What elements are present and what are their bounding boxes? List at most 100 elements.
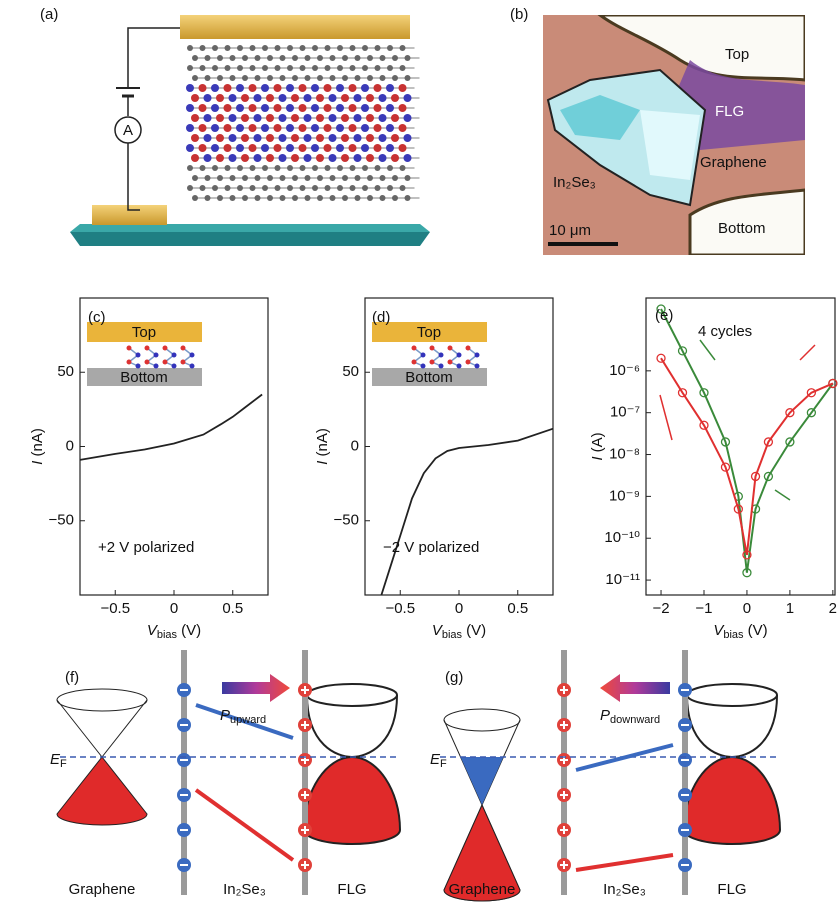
atom	[325, 65, 331, 71]
y-tick-label: 10⁻⁶	[609, 362, 640, 379]
x-tick-label: 2	[829, 600, 837, 617]
atom	[349, 84, 357, 92]
inset-label: Bottom	[405, 369, 453, 386]
atom	[379, 154, 387, 162]
atom	[392, 75, 398, 81]
atom	[275, 45, 281, 51]
atom	[362, 185, 368, 191]
atom	[337, 185, 343, 191]
atom	[250, 45, 256, 51]
polarization-arrow	[600, 674, 670, 702]
atom	[312, 65, 318, 71]
atom	[287, 45, 293, 51]
cone-rim	[444, 709, 520, 731]
substrate-top	[70, 224, 430, 232]
atom	[250, 165, 256, 171]
atom	[317, 175, 323, 181]
fermi-label: EF	[50, 751, 67, 770]
inset-atom	[163, 346, 168, 351]
atom	[211, 104, 219, 112]
valence-edge	[576, 855, 673, 870]
sweep-arrow	[800, 345, 815, 360]
atom	[362, 65, 368, 71]
atom	[312, 165, 318, 171]
atom	[204, 154, 212, 162]
atom	[374, 84, 382, 92]
atom	[266, 94, 274, 102]
atom	[224, 144, 232, 152]
flg-rim	[307, 684, 397, 706]
atom	[337, 45, 343, 51]
inset-atom	[439, 353, 444, 358]
axis-label: Vbias (V)	[432, 622, 486, 641]
atom	[187, 185, 193, 191]
atom	[186, 144, 194, 152]
atom	[362, 165, 368, 171]
atom	[286, 144, 294, 152]
band-diagram: PupwardEFGrapheneIn₂Se₃FLG	[50, 650, 400, 898]
atom	[186, 104, 194, 112]
atom	[325, 185, 331, 191]
atom	[367, 175, 373, 181]
atom	[374, 144, 382, 152]
atom	[199, 124, 207, 132]
atom	[400, 65, 406, 71]
atom	[255, 175, 261, 181]
micrograph-label: FLG	[715, 103, 744, 120]
inset-atom	[475, 364, 480, 369]
polarization-label: Pupward	[220, 707, 266, 726]
atom	[286, 84, 294, 92]
atom	[367, 195, 373, 201]
data-line	[661, 309, 833, 573]
atom	[225, 165, 231, 171]
charts: TopBottom−0.500.5−50050Vbias (V)I (nA)+2…	[29, 298, 837, 641]
atom	[187, 165, 193, 171]
atom	[304, 154, 312, 162]
atom	[200, 65, 206, 71]
inset-atom	[154, 353, 159, 358]
atom	[274, 84, 282, 92]
atom	[324, 104, 332, 112]
atom	[286, 124, 294, 132]
atom	[266, 114, 274, 122]
atom	[316, 154, 324, 162]
atom	[304, 94, 312, 102]
inset-atom	[127, 346, 132, 351]
atom	[250, 65, 256, 71]
atom	[191, 134, 199, 142]
atom	[305, 75, 311, 81]
inset-atom	[145, 360, 150, 365]
atom	[354, 114, 362, 122]
material-label: Graphene	[69, 881, 136, 898]
atom	[304, 114, 312, 122]
y-tick-label: −50	[49, 512, 74, 529]
atom	[261, 104, 269, 112]
substrate	[70, 232, 430, 246]
atom	[399, 84, 407, 92]
panel-label: (b)	[510, 6, 528, 23]
atom	[380, 175, 386, 181]
inset-atom	[136, 353, 141, 358]
atom	[255, 195, 261, 201]
atom	[275, 185, 281, 191]
panel-label: (e)	[655, 307, 673, 324]
atom	[386, 104, 394, 112]
atom	[262, 185, 268, 191]
atom	[191, 94, 199, 102]
atom	[230, 175, 236, 181]
atom	[305, 55, 311, 61]
atom	[375, 45, 381, 51]
atom	[275, 65, 281, 71]
axis-label: Vbias (V)	[713, 622, 767, 641]
atom	[205, 195, 211, 201]
atom	[399, 144, 407, 152]
material-label: In₂Se₃	[603, 881, 646, 898]
atom	[299, 104, 307, 112]
atom	[212, 45, 218, 51]
atom	[237, 165, 243, 171]
atom	[192, 195, 198, 201]
atom	[192, 55, 198, 61]
atom	[362, 45, 368, 51]
inset-atom	[430, 346, 435, 351]
atom	[316, 134, 324, 142]
